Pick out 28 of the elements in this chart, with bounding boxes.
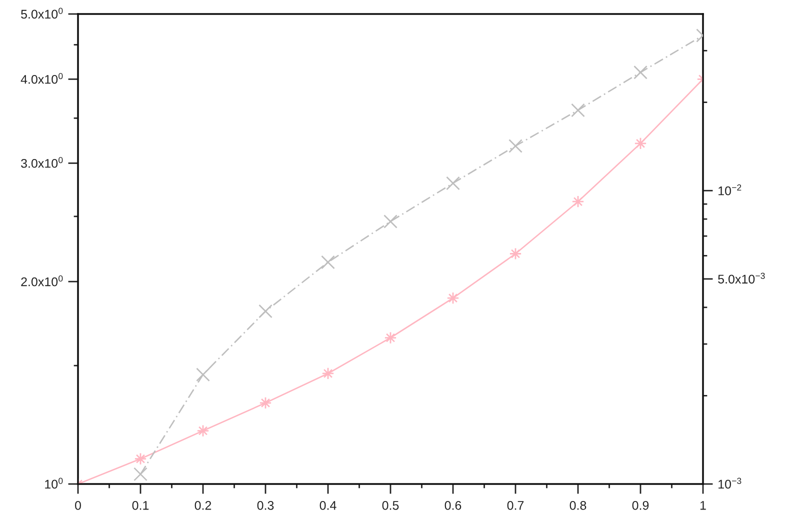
point bbox=[384, 214, 398, 228]
x-tick-label: 0.4 bbox=[320, 500, 336, 510]
point bbox=[134, 467, 148, 482]
y-tick-label: 10$^{−3}$ bbox=[718, 478, 742, 489]
point bbox=[258, 304, 272, 318]
y-tick-label: 3.0x10$^{0}$ bbox=[21, 156, 63, 168]
y-tick-label: 5.0x10$^{−3}$ bbox=[718, 272, 765, 284]
y-tick-label: 10$^{−2}$ bbox=[718, 184, 742, 196]
x-tick-label: 0.8 bbox=[570, 500, 586, 510]
x-tick-label: 0 bbox=[75, 500, 81, 510]
y-tick-label: 4.0x10$^{0}$ bbox=[20, 72, 63, 84]
point bbox=[571, 103, 585, 118]
point bbox=[634, 65, 648, 80]
x-tick-label: 0.5 bbox=[382, 500, 399, 510]
point bbox=[446, 176, 460, 190]
y-tick-label: 10$^{0}$ bbox=[45, 478, 63, 489]
x-tick-label: 0.9 bbox=[632, 500, 649, 510]
x-tick-label: 0.6 bbox=[444, 500, 462, 510]
x-tick-label: 0.7 bbox=[507, 500, 524, 510]
point bbox=[196, 368, 210, 382]
point bbox=[321, 255, 335, 270]
y-tick-label: 2.0x10$^{0}$ bbox=[21, 275, 63, 286]
point bbox=[508, 139, 522, 153]
x-tick-label: 0.2 bbox=[194, 500, 212, 510]
y-tick-label: 5.0x10$^{0}$ bbox=[21, 8, 63, 19]
x-tick-label: 1 bbox=[700, 501, 706, 510]
x-tick-label: 0.3 bbox=[257, 500, 274, 510]
x-tick-label: 0.1 bbox=[132, 500, 149, 510]
